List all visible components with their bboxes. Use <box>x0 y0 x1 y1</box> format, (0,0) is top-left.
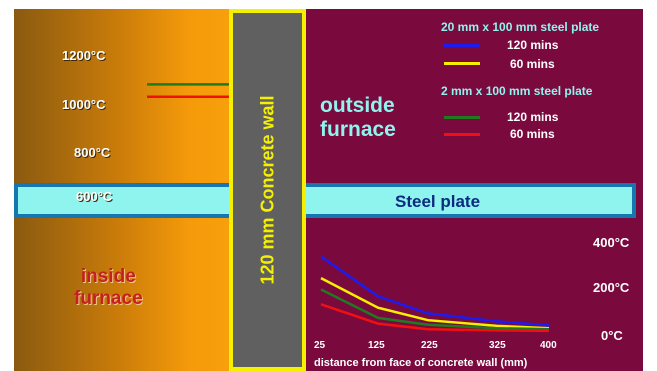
temp-label-1000: 1000°C <box>62 97 106 112</box>
x-tick-125: 125 <box>368 340 385 351</box>
series-line-2 <box>320 288 550 331</box>
y-tick-0: 0°C <box>601 328 623 343</box>
inside-label-line2: furnace <box>74 287 143 309</box>
outside-label-line1: outside <box>320 94 395 117</box>
x-tick-225: 225 <box>421 340 438 351</box>
concrete-wall <box>229 9 306 371</box>
legend-swatch-blue <box>444 44 480 47</box>
y-tick-200: 200°C <box>593 280 630 295</box>
legend-swatch-red <box>444 133 480 136</box>
legend-group1-title: 20 mm x 100 mm steel plate <box>441 20 600 34</box>
legend-item-blue: 120 mins <box>507 38 559 52</box>
steel-plate <box>14 183 636 218</box>
temp-label-600: 600°C <box>76 189 113 204</box>
series-line-3 <box>320 303 550 333</box>
x-tick-325: 325 <box>489 340 506 351</box>
inside-label-line1: inside <box>80 266 136 287</box>
legend-swatch-green <box>444 116 480 119</box>
outside-furnace-label: outside furnace <box>320 94 396 142</box>
legend-item-yellow: 60 mins <box>510 57 555 71</box>
legend-group2-title: 2 mm x 100 mm steel plate <box>441 84 593 98</box>
inside-furnace-label: inside furnace <box>74 266 143 310</box>
x-axis-label: distance from face of concrete wall (mm) <box>314 357 528 369</box>
outside-label-line2: furnace <box>320 118 396 142</box>
x-tick-25: 25 <box>314 340 326 351</box>
legend-item-red: 60 mins <box>510 127 555 141</box>
legend-swatch-yellow <box>444 62 480 65</box>
y-tick-400: 400°C <box>593 235 630 250</box>
series-line-0 <box>320 255 550 327</box>
x-tick-400: 400 <box>540 340 557 351</box>
legend-item-green: 120 mins <box>507 110 559 124</box>
steel-plate-label: Steel plate <box>395 192 481 211</box>
series-line-1 <box>320 276 550 330</box>
temp-label-1200: 1200°C <box>62 48 106 63</box>
temp-label-800: 800°C <box>74 145 111 160</box>
